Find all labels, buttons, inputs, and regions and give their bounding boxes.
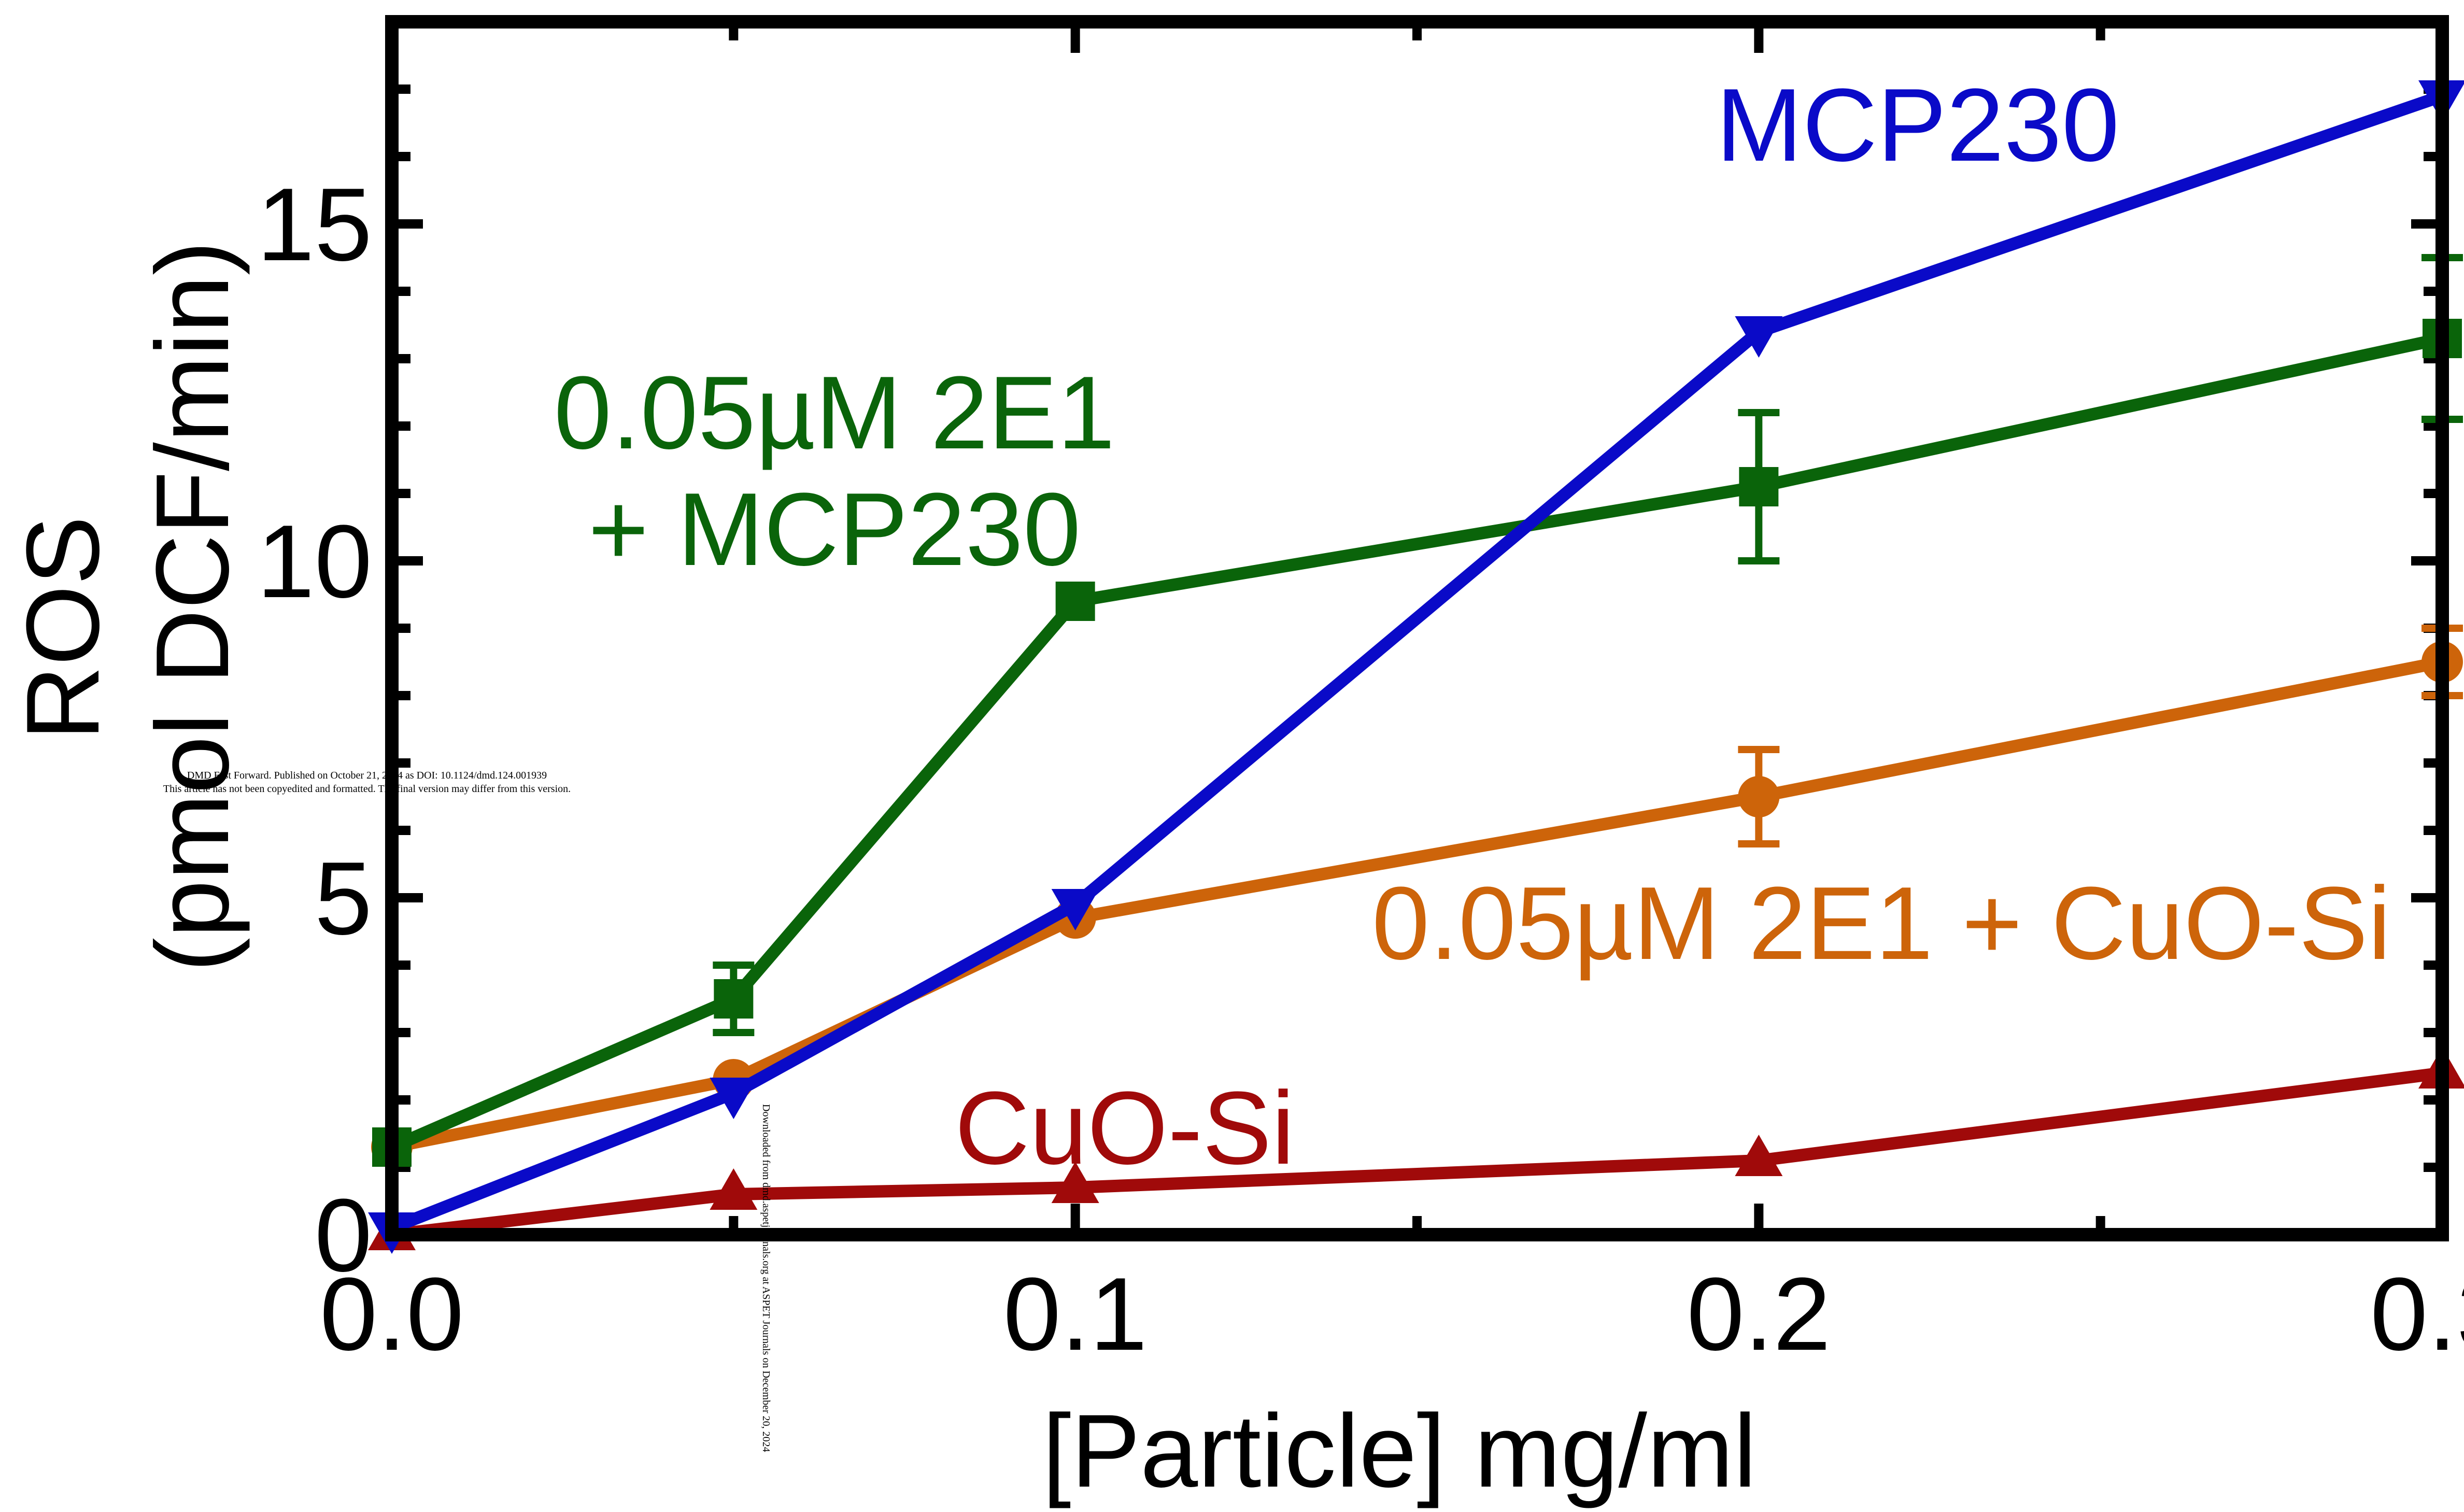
data-point (1739, 467, 1779, 506)
x-axis-title: [Particle] mg/ml (1042, 1393, 1757, 1509)
x-tick-label: 0.0 (320, 1256, 464, 1372)
y-axis-title-line2: (pmol DCF/min) (135, 241, 250, 972)
series-label: 0.05µM 2E1 + CuO-Si (1372, 866, 2391, 981)
series-label: + MCP230 (588, 472, 1081, 587)
data-point (710, 1078, 758, 1119)
x-tick-label: 0.1 (1003, 1256, 1148, 1372)
x-tick-label: 0.2 (1687, 1256, 1831, 1372)
series-line (391, 1067, 2443, 1241)
data-point (1051, 889, 1099, 930)
labels-layer: [Particle] mg/ml ROS (pmol DCF/min) 0.0 0… (5, 167, 2464, 1509)
data-point (714, 979, 754, 1019)
data-point (1735, 316, 1783, 358)
series-line (389, 90, 2444, 1234)
data-point (1738, 776, 1780, 817)
y-axis-title-line1: ROS (5, 516, 121, 740)
watermark-line2: This article has not been copyedited and… (163, 783, 571, 795)
series-label: CuO-Si (955, 1070, 1295, 1186)
watermark-line1: DMD Fast Forward. Published on October 2… (187, 770, 547, 781)
series-label: MCP230 (1716, 67, 2119, 183)
series-0 (368, 80, 2464, 1254)
data-point (1055, 582, 1095, 621)
series-layer: MCP230 0.05µM 2E1+ MCP230 0.05µM 2E1 + CuO… (368, 67, 2464, 1254)
watermark: DMD Fast Forward. Published on October 2… (163, 770, 772, 1452)
y-tick-label: 15 (257, 167, 372, 282)
y-tick-label: 0 (315, 1178, 372, 1293)
y-tick-label: 10 (257, 504, 372, 619)
data-point (1051, 1162, 1099, 1203)
y-tick-label: 5 (315, 841, 372, 956)
watermark-vertical: Downloaded from dmd.aspetjournals.org at… (760, 1104, 772, 1452)
data-point (710, 1168, 758, 1210)
x-tick-label: 0.3 (2370, 1256, 2464, 1372)
plot-frame (385, 15, 2449, 1241)
data-point (1735, 1135, 1783, 1176)
series-label: 0.05µM 2E1 (554, 355, 1115, 471)
